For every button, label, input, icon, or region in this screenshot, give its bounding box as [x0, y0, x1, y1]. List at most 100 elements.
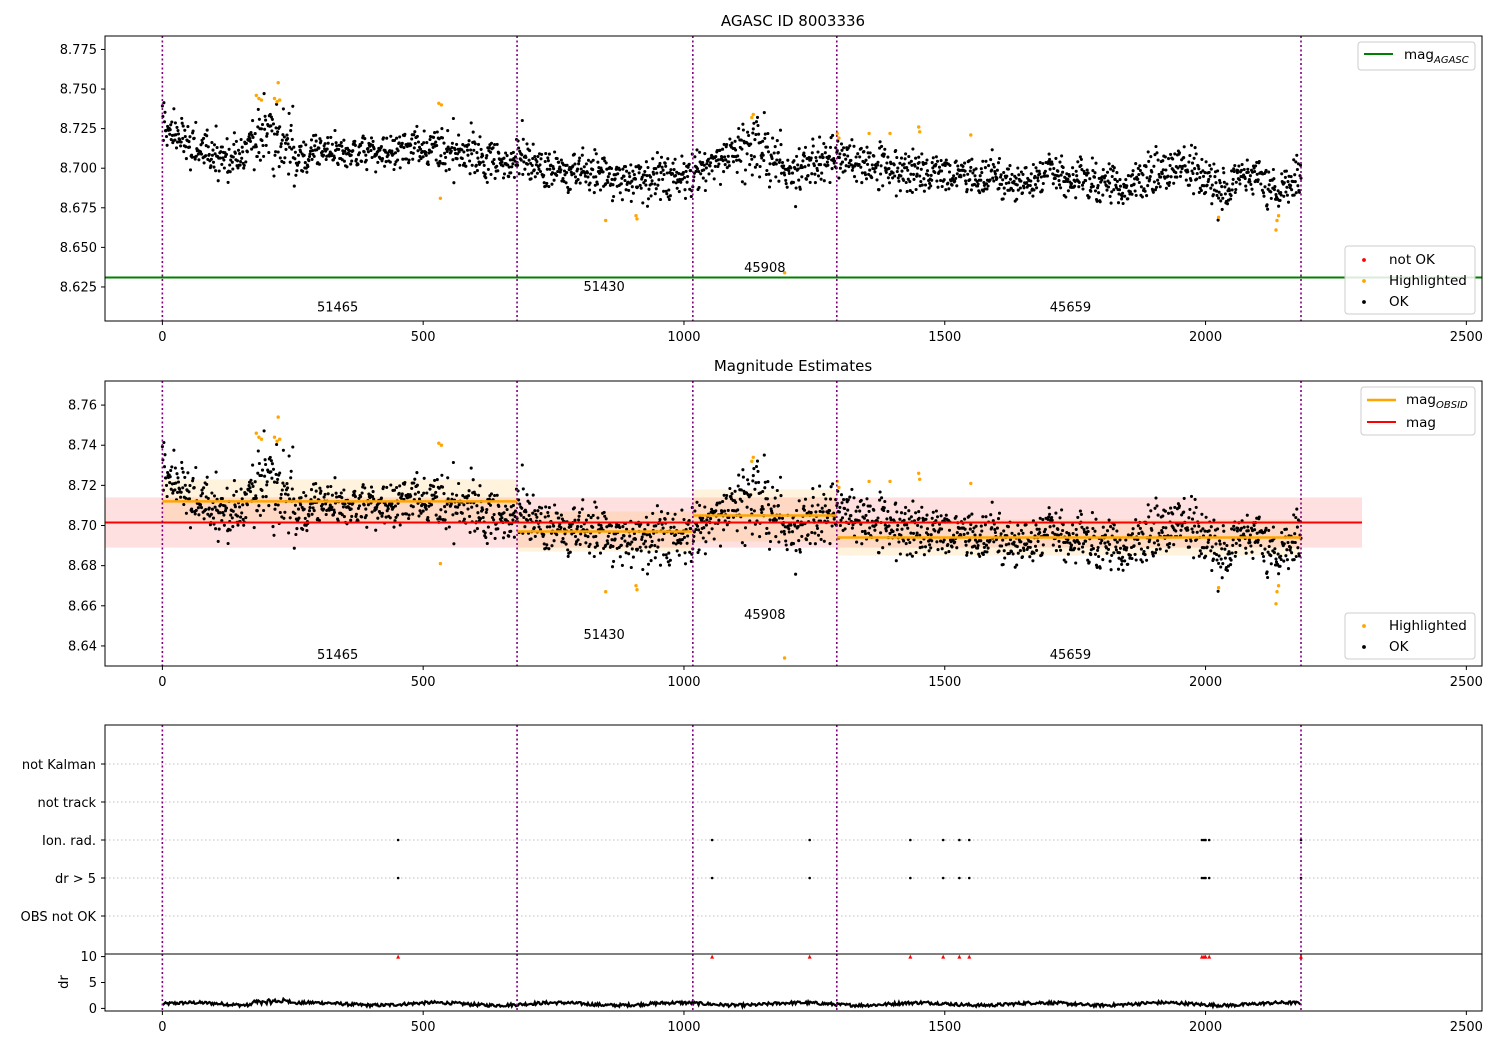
ok-point: [1278, 564, 1282, 568]
ok-point: [289, 123, 293, 127]
ok-point: [914, 156, 918, 160]
ok-point: [1064, 560, 1068, 564]
ok-point: [272, 174, 276, 178]
ok-point: [683, 551, 687, 555]
ok-point: [264, 143, 268, 147]
ok-point: [968, 538, 972, 542]
ok-point: [533, 154, 537, 159]
ok-point: [264, 118, 268, 122]
ok-point: [1209, 525, 1213, 529]
ok-point: [212, 494, 217, 498]
flag-point: [958, 838, 961, 842]
ok-point: [274, 472, 278, 476]
ok-point: [1071, 172, 1075, 177]
ok-point: [1015, 197, 1019, 201]
ok-point: [364, 153, 368, 157]
ok-point: [440, 473, 444, 477]
ok-point: [1289, 545, 1293, 550]
ok-point: [314, 489, 318, 493]
ok-point: [523, 167, 527, 171]
ok-point: [555, 173, 559, 177]
ok-point: [186, 125, 190, 129]
ok-point: [1200, 512, 1204, 516]
ok-point: [687, 162, 691, 166]
ok-point: [204, 154, 208, 158]
ok-point: [784, 543, 788, 547]
ok-point: [785, 548, 789, 552]
ok-point: [844, 164, 848, 168]
ok-point: [962, 532, 966, 536]
ok-point: [850, 487, 854, 491]
ok-point: [1244, 546, 1248, 550]
ok-point: [1247, 538, 1251, 542]
ok-point: [810, 504, 814, 508]
ok-point: [667, 551, 671, 555]
obsid-label: 51430: [583, 628, 624, 643]
ok-point: [1237, 538, 1242, 542]
ok-point: [589, 516, 593, 520]
ok-point: [710, 169, 714, 173]
highlighted-point: [751, 112, 755, 117]
ok-point: [668, 194, 672, 198]
ok-point: [546, 159, 550, 163]
ok-point: [1166, 174, 1170, 178]
ok-point: [407, 513, 411, 517]
ok-point: [897, 540, 901, 544]
ok-point: [282, 516, 286, 520]
ok-point: [661, 526, 665, 530]
ok-point: [1090, 156, 1094, 160]
ok-point: [1103, 174, 1107, 178]
ok-point: [620, 176, 624, 180]
ok-point: [777, 160, 781, 164]
ok-point: [388, 516, 392, 520]
ok-point: [232, 142, 236, 146]
ok-point: [325, 147, 329, 151]
ok-point: [222, 166, 226, 170]
ok-point: [642, 532, 646, 536]
ok-point: [1210, 545, 1214, 549]
ok-point: [905, 166, 909, 170]
ok-point: [340, 513, 344, 517]
ok-point: [818, 135, 822, 139]
ok-point: [978, 533, 982, 537]
ok-point: [1280, 172, 1284, 176]
ok-point: [653, 556, 657, 560]
ok-point: [1274, 557, 1278, 561]
ok-point: [829, 485, 833, 489]
ok-point: [169, 123, 173, 127]
ok-point: [530, 171, 534, 175]
ok-point: [1105, 551, 1109, 555]
ok-point: [657, 538, 661, 542]
highlighted-point: [278, 437, 282, 441]
ok-point: [1081, 181, 1086, 185]
ok-point: [289, 469, 293, 473]
ok-point: [1223, 556, 1227, 560]
ok-point: [183, 128, 187, 132]
ok-point: [303, 161, 307, 165]
ok-point: [1156, 158, 1160, 162]
ok-point: [751, 474, 755, 478]
ok-point: [242, 163, 246, 167]
ok-point: [839, 518, 843, 522]
ok-point: [1147, 515, 1151, 519]
ok-point: [850, 168, 854, 172]
ok-point: [286, 137, 290, 141]
ok-point: [1253, 528, 1257, 532]
ok-point: [544, 546, 548, 550]
ok-point: [775, 139, 779, 143]
highlighted-point: [604, 590, 608, 594]
ok-point: [1001, 178, 1005, 182]
ok-point: [1117, 551, 1122, 555]
ok-point: [862, 150, 866, 154]
ok-point: [445, 149, 449, 154]
ok-point: [929, 184, 933, 188]
ok-point: [931, 510, 935, 514]
ok-point: [1297, 190, 1301, 194]
ok-point: [916, 166, 920, 170]
ok-point: [959, 175, 963, 179]
ok-point: [650, 182, 654, 186]
ok-point: [353, 139, 357, 143]
ok-point: [1179, 528, 1183, 532]
ok-point: [1282, 194, 1286, 198]
ok-point: [982, 542, 986, 546]
